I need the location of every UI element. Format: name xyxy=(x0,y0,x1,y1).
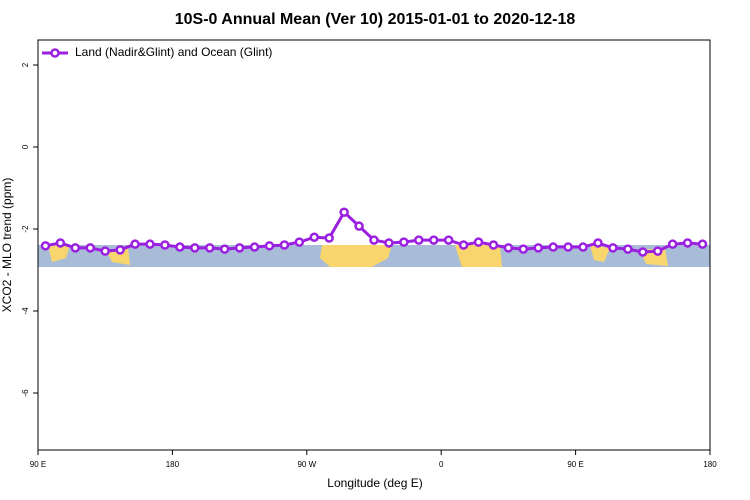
data-point xyxy=(503,243,514,253)
data-point xyxy=(608,243,618,253)
chart-title: 10S-0 Annual Mean (Ver 10) 2015-01-01 to… xyxy=(175,11,576,28)
y-tick-label: 2 xyxy=(21,62,30,67)
data-point xyxy=(697,239,708,249)
data-point xyxy=(130,239,140,249)
x-tick-label: 180 xyxy=(166,460,180,469)
data-point xyxy=(443,235,454,245)
data-point xyxy=(204,243,215,253)
y-tick-label: -4 xyxy=(21,307,30,315)
legend-marker xyxy=(50,48,60,58)
data-point xyxy=(414,235,424,245)
data-point xyxy=(428,235,439,245)
data-point xyxy=(488,240,499,250)
y-tick-label: -6 xyxy=(21,389,30,397)
data-point xyxy=(309,232,320,242)
data-point xyxy=(55,238,66,248)
plot-frame xyxy=(37,39,711,451)
data-point xyxy=(533,243,544,253)
data-point xyxy=(294,237,305,247)
data-point xyxy=(100,246,110,256)
data-point xyxy=(623,244,633,254)
data-point xyxy=(279,240,290,250)
x-tick-label: 90 E xyxy=(30,460,46,469)
y-axis-label: XCO2 - MLO trend (ppm) xyxy=(0,178,14,313)
data-point xyxy=(354,221,364,231)
data-point xyxy=(160,240,170,250)
data-point xyxy=(219,244,230,254)
data-point xyxy=(115,245,125,255)
x-tick-label: 180 xyxy=(703,460,717,469)
data-point xyxy=(369,235,379,245)
data-point xyxy=(682,238,693,248)
data-point xyxy=(85,243,96,253)
data-point xyxy=(593,238,603,248)
data-point xyxy=(578,242,588,252)
data-point xyxy=(249,242,260,252)
data-point xyxy=(264,241,275,251)
data-point xyxy=(548,242,558,252)
data-point xyxy=(399,237,409,247)
x-tick-label: 90 W xyxy=(297,460,316,469)
x-axis-label: Longitude (deg E) xyxy=(327,476,422,490)
data-point xyxy=(518,244,529,254)
data-point xyxy=(234,243,245,253)
data-point xyxy=(638,247,648,257)
data-point xyxy=(458,240,469,250)
data-point xyxy=(145,239,155,249)
x-tick-label: 0 xyxy=(439,460,444,469)
data-point xyxy=(473,237,484,247)
data-point xyxy=(175,242,185,252)
x-tick-label: 90 E xyxy=(567,460,583,469)
data-point xyxy=(384,238,394,248)
data-point xyxy=(70,243,81,253)
data-point xyxy=(339,207,349,217)
y-tick-label: -2 xyxy=(21,225,30,233)
data-point xyxy=(667,239,678,249)
y-tick-label: 0 xyxy=(21,144,30,149)
data-point xyxy=(563,242,573,252)
legend-label: Land (Nadir&Glint) and Ocean (Glint) xyxy=(75,45,272,59)
data-point xyxy=(324,233,334,243)
data-point xyxy=(190,243,200,253)
data-point xyxy=(652,246,663,256)
data-point xyxy=(40,241,51,251)
